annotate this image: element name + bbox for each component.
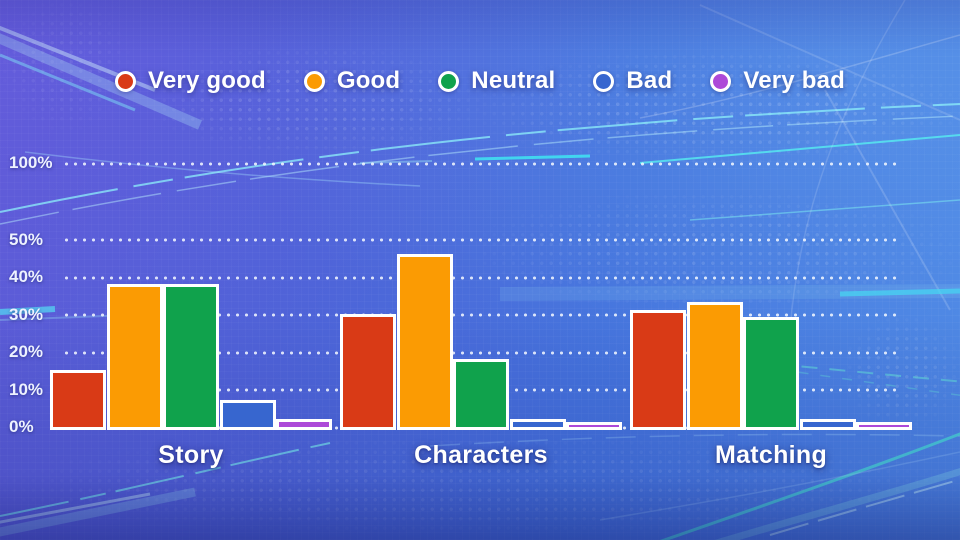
bar-bad-story — [219, 399, 276, 430]
y-axis-tick-50%: 50% — [9, 229, 44, 249]
bar-good-characters — [396, 253, 453, 430]
gridline-30% — [62, 313, 900, 317]
x-axis-label-characters: Characters — [414, 441, 548, 469]
legend-swatch-icon — [303, 70, 325, 92]
y-axis-tick-0%: 0% — [9, 417, 34, 436]
y-axis-tick-40%: 40% — [9, 267, 44, 286]
y-axis-tick-100%: 100% — [9, 153, 53, 172]
x-axis-label-matching: Matching — [714, 441, 828, 469]
gridline-20% — [62, 350, 900, 355]
legend-swatch-icon — [710, 70, 732, 92]
y-axis-tick-20%: 20% — [9, 342, 44, 361]
legend-swatch-icon — [115, 70, 136, 92]
bar-very-good-story — [50, 369, 106, 430]
dot-pattern — [845, 315, 960, 430]
gridline-40% — [62, 275, 900, 280]
legend-swatch-icon — [438, 70, 460, 92]
chart-legend: Very good Good Neutral Bad Very bad — [0, 63, 960, 99]
bar-neutral-story — [163, 283, 219, 430]
bar-bad-characters — [509, 418, 566, 430]
y-axis-tick-10%: 10% — [9, 379, 44, 399]
x-axis-label-story: Story — [158, 441, 224, 469]
bar-very-bad-matching — [856, 422, 912, 430]
legend-label: Neutral — [471, 67, 556, 94]
bar-very-bad-story — [276, 418, 332, 430]
legend-swatch-icon — [593, 70, 615, 92]
bar-bad-matching — [799, 418, 856, 430]
bar-very-good-characters — [340, 313, 396, 430]
bar-good-story — [106, 283, 163, 430]
dot-pattern — [480, 192, 960, 310]
legend-label: Good — [336, 67, 401, 94]
gridline-50% — [62, 238, 900, 242]
bar-very-good-matching — [630, 309, 686, 430]
legend-label: Bad — [626, 67, 673, 94]
legend-label: Very bad — [743, 67, 845, 94]
bar-good-matching — [686, 302, 743, 430]
bar-neutral-characters — [453, 358, 509, 430]
bar-neutral-matching — [743, 317, 799, 430]
bar-very-bad-characters — [566, 422, 622, 430]
legend-item-good: Good — [303, 67, 401, 95]
legend-item-bad: Bad — [593, 67, 672, 95]
gridline-100% — [62, 161, 900, 166]
y-axis-tick-30%: 30% — [9, 304, 44, 324]
legend-item-very-good: Very good — [115, 67, 266, 95]
legend-label: Very good — [148, 67, 266, 94]
legend-item-very-bad: Very bad — [710, 67, 845, 95]
legend-item-neutral: Neutral — [438, 67, 555, 95]
